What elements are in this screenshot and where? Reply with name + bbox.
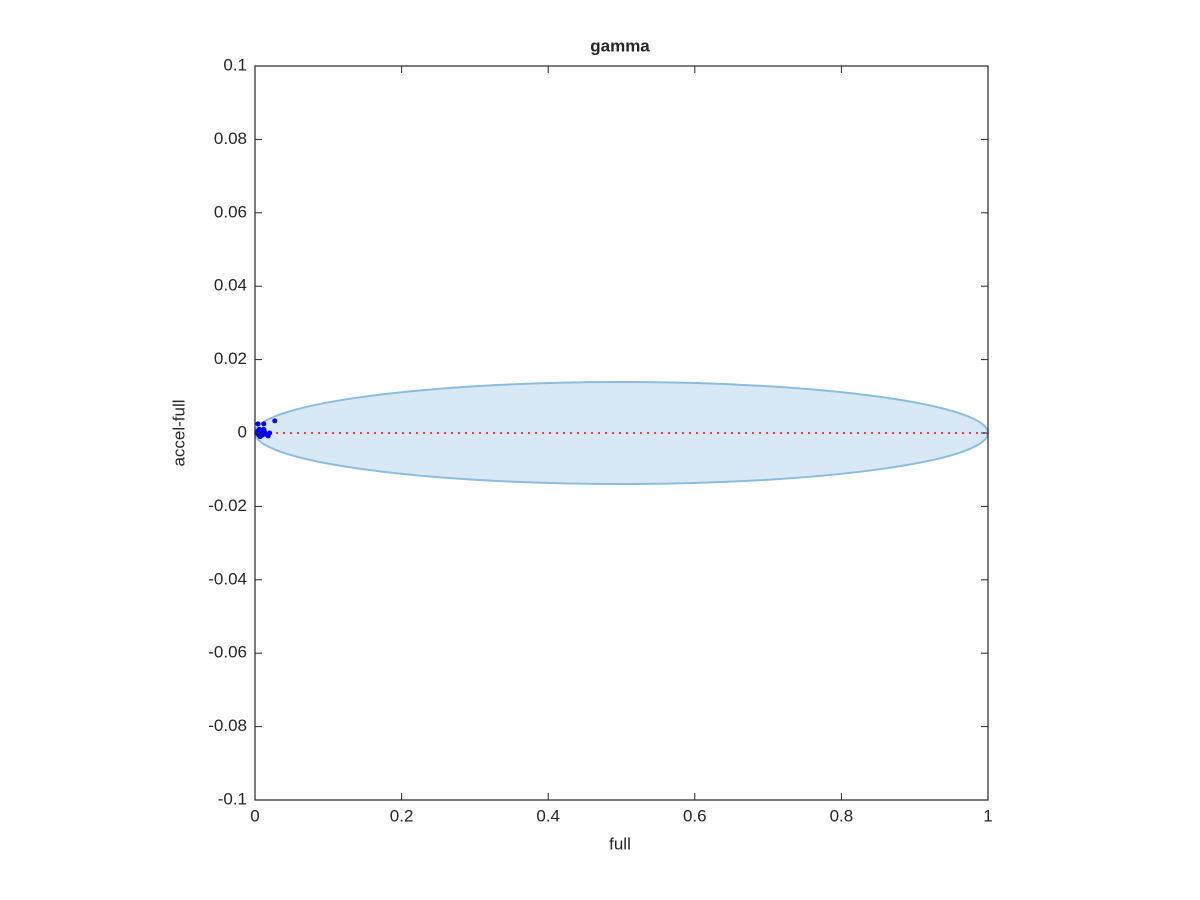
x-tick-label: 0.2 bbox=[390, 806, 414, 825]
y-tick-label: 0 bbox=[238, 422, 247, 441]
y-tick-label: -0.08 bbox=[208, 716, 247, 735]
y-tick-label: -0.04 bbox=[208, 569, 247, 588]
y-tick-label: -0.02 bbox=[208, 496, 247, 515]
point bbox=[255, 421, 261, 427]
point bbox=[261, 421, 267, 427]
chart-title: gamma bbox=[590, 36, 650, 55]
y-tick-label: 0.02 bbox=[214, 349, 247, 368]
y-tick-label: -0.1 bbox=[218, 789, 247, 808]
y-tick-label: 0.08 bbox=[214, 129, 247, 148]
x-tick-label: 0 bbox=[250, 806, 259, 825]
x-tick-label: 0.6 bbox=[683, 806, 707, 825]
y-axis-label: accel-full bbox=[169, 399, 188, 466]
y-tick-label: 0.04 bbox=[214, 276, 247, 295]
x-tick-label: 1 bbox=[983, 806, 992, 825]
point bbox=[261, 426, 267, 432]
y-tick-label: -0.06 bbox=[208, 643, 247, 662]
point bbox=[272, 418, 278, 424]
point bbox=[267, 430, 273, 436]
x-tick-label: 0.8 bbox=[830, 806, 854, 825]
y-tick-label: 0.1 bbox=[223, 55, 247, 74]
y-tick-label: 0.06 bbox=[214, 202, 247, 221]
x-axis-label: full bbox=[609, 834, 631, 853]
x-tick-label: 0.4 bbox=[536, 806, 560, 825]
